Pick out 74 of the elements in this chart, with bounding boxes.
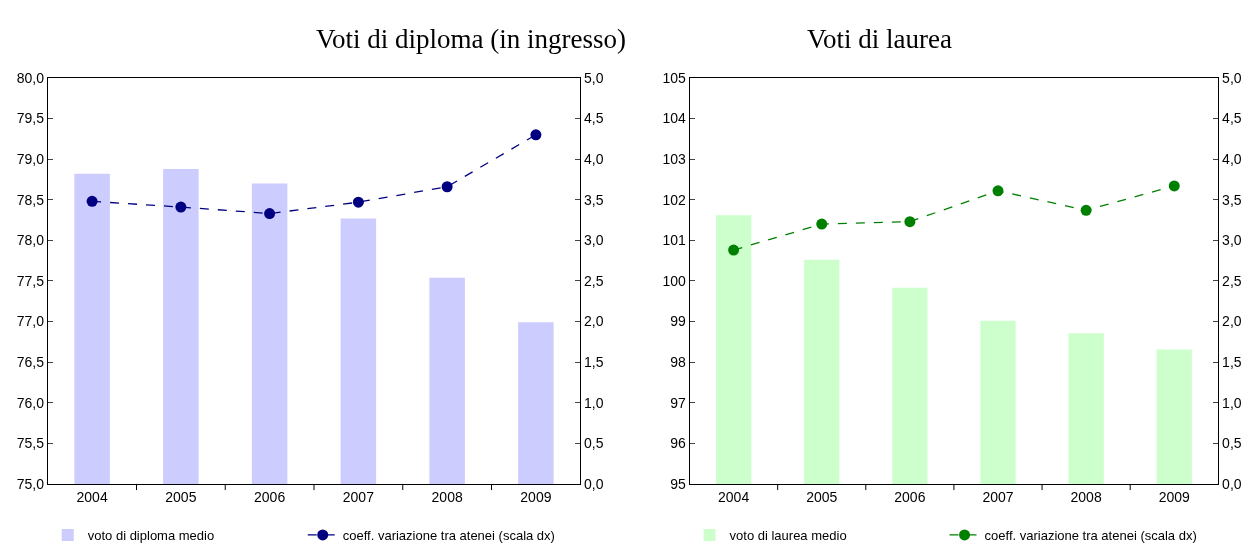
y-tick-label: 78,5 xyxy=(16,191,45,208)
y2-tick-label: 2,0 xyxy=(584,313,604,330)
y-tick-label: 103 xyxy=(662,151,686,168)
y-tick-label: 79,5 xyxy=(16,110,45,127)
y2-tick-label: 3,0 xyxy=(584,232,604,249)
y-tick-label: 102 xyxy=(662,191,686,208)
y-tick-label: 77,0 xyxy=(16,313,45,330)
point xyxy=(728,244,740,256)
x-tick-label: 2005 xyxy=(806,488,838,505)
y-tick-label: 80,0 xyxy=(16,69,45,86)
y-tick-label: 100 xyxy=(662,272,686,289)
y2-tick-label: 0,5 xyxy=(1222,435,1242,452)
legend-label: voto di laurea medio xyxy=(729,528,847,544)
point xyxy=(904,216,916,228)
y-tick-label: 78,0 xyxy=(16,232,45,249)
y2-tick-label: 3,0 xyxy=(1222,232,1242,249)
x-tick-label: 2008 xyxy=(431,488,463,505)
y-tick-label: 75,5 xyxy=(16,435,45,452)
y2-tick-label: 4,5 xyxy=(1222,110,1242,127)
point xyxy=(992,185,1004,197)
point xyxy=(441,181,453,193)
x-tick-label: 2004 xyxy=(76,488,108,505)
y2-tick-label: 4,5 xyxy=(584,110,604,127)
y2-tick-label: 1,5 xyxy=(584,354,604,371)
y2-tick-label: 2,5 xyxy=(584,272,604,289)
x-tick-label: 2009 xyxy=(1158,488,1191,505)
x-tick-label: 2008 xyxy=(1070,488,1102,505)
y-tick-label: 98 xyxy=(670,354,686,371)
legend-label: coeff. variazione tra atenei (scala dx) xyxy=(984,528,1197,544)
y-tick-label: 75,0 xyxy=(16,475,45,492)
y-tick-label: 97 xyxy=(670,394,686,411)
x-tick-label: 2009 xyxy=(520,488,552,505)
x-tick-label: 2004 xyxy=(718,488,750,505)
y-tick-label: 96 xyxy=(670,435,686,452)
y-tick-label: 105 xyxy=(662,69,686,86)
y2-tick-label: 2,0 xyxy=(1222,313,1242,330)
y2-tick-label: 4,0 xyxy=(1222,151,1242,168)
y2-tick-label: 0,0 xyxy=(584,475,604,492)
x-tick-label: 2006 xyxy=(254,488,286,505)
y2-tick-label: 1,0 xyxy=(584,394,604,411)
x-tick-label: 2007 xyxy=(342,488,375,505)
legend-label: coeff. variazione tra atenei (scala dx) xyxy=(342,528,555,544)
y-tick-label: 76,0 xyxy=(16,394,45,411)
y-tick-label: 99 xyxy=(670,313,686,330)
point xyxy=(816,218,828,230)
y-tick-label: 104 xyxy=(662,110,686,127)
y-tick-label: 77,5 xyxy=(16,272,45,289)
y-tick-label: 101 xyxy=(662,232,686,249)
y2-tick-label: 5,0 xyxy=(584,69,604,86)
y2-tick-label: 3,5 xyxy=(584,191,604,208)
x-tick-label: 2007 xyxy=(982,488,1014,505)
chart-title: Voti di laurea xyxy=(807,24,952,54)
y2-tick-label: 4,0 xyxy=(584,151,604,168)
x-tick-label: 2005 xyxy=(165,488,197,505)
y2-tick-label: 5,0 xyxy=(1222,69,1242,86)
chart-title: Voti di diploma (in ingresso) xyxy=(316,24,626,54)
y2-tick-label: 2,5 xyxy=(1222,272,1242,289)
point xyxy=(264,208,276,220)
point xyxy=(175,201,187,213)
point xyxy=(530,129,542,141)
y2-tick-label: 0,0 xyxy=(1222,475,1242,492)
point xyxy=(1080,204,1092,216)
y-tick-label: 95 xyxy=(670,475,686,492)
legend-label: voto di diploma medio xyxy=(87,528,215,544)
point xyxy=(86,195,98,207)
y2-tick-label: 1,5 xyxy=(1222,354,1242,371)
point xyxy=(352,196,364,208)
y2-tick-label: 1,0 xyxy=(1222,394,1242,411)
point xyxy=(1168,180,1180,192)
y2-tick-label: 3,5 xyxy=(1222,191,1242,208)
y-tick-label: 79,0 xyxy=(16,151,45,168)
x-tick-label: 2006 xyxy=(894,488,926,505)
y-tick-label: 76,5 xyxy=(16,354,45,371)
y2-tick-label: 0,5 xyxy=(584,435,604,452)
